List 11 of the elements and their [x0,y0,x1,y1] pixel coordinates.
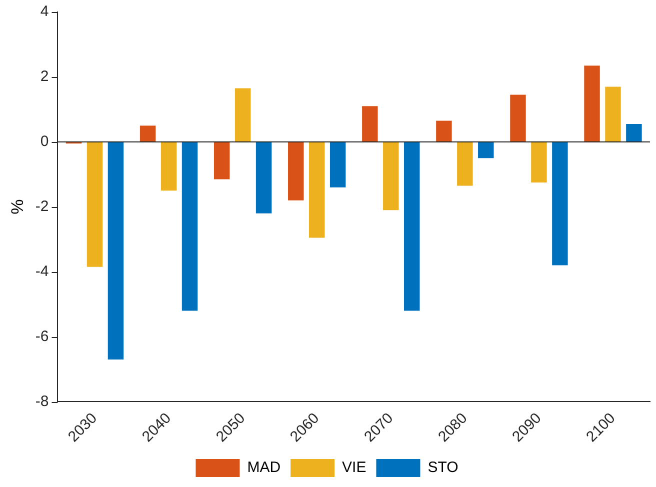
y-tick-label: 2 [40,68,49,86]
legend-label: VIE [342,459,366,476]
y-tick-label: -2 [35,198,49,215]
y-tick-label: -4 [35,262,49,280]
y-tick-label: 0 [40,133,49,150]
y-tick-label: 4 [40,3,49,20]
legend-label: STO [428,459,458,476]
y-tick-label: -8 [35,392,49,410]
y-axis-title: % [8,199,27,214]
y-tick-label: -6 [35,328,49,345]
legend-label: MAD [247,459,281,476]
